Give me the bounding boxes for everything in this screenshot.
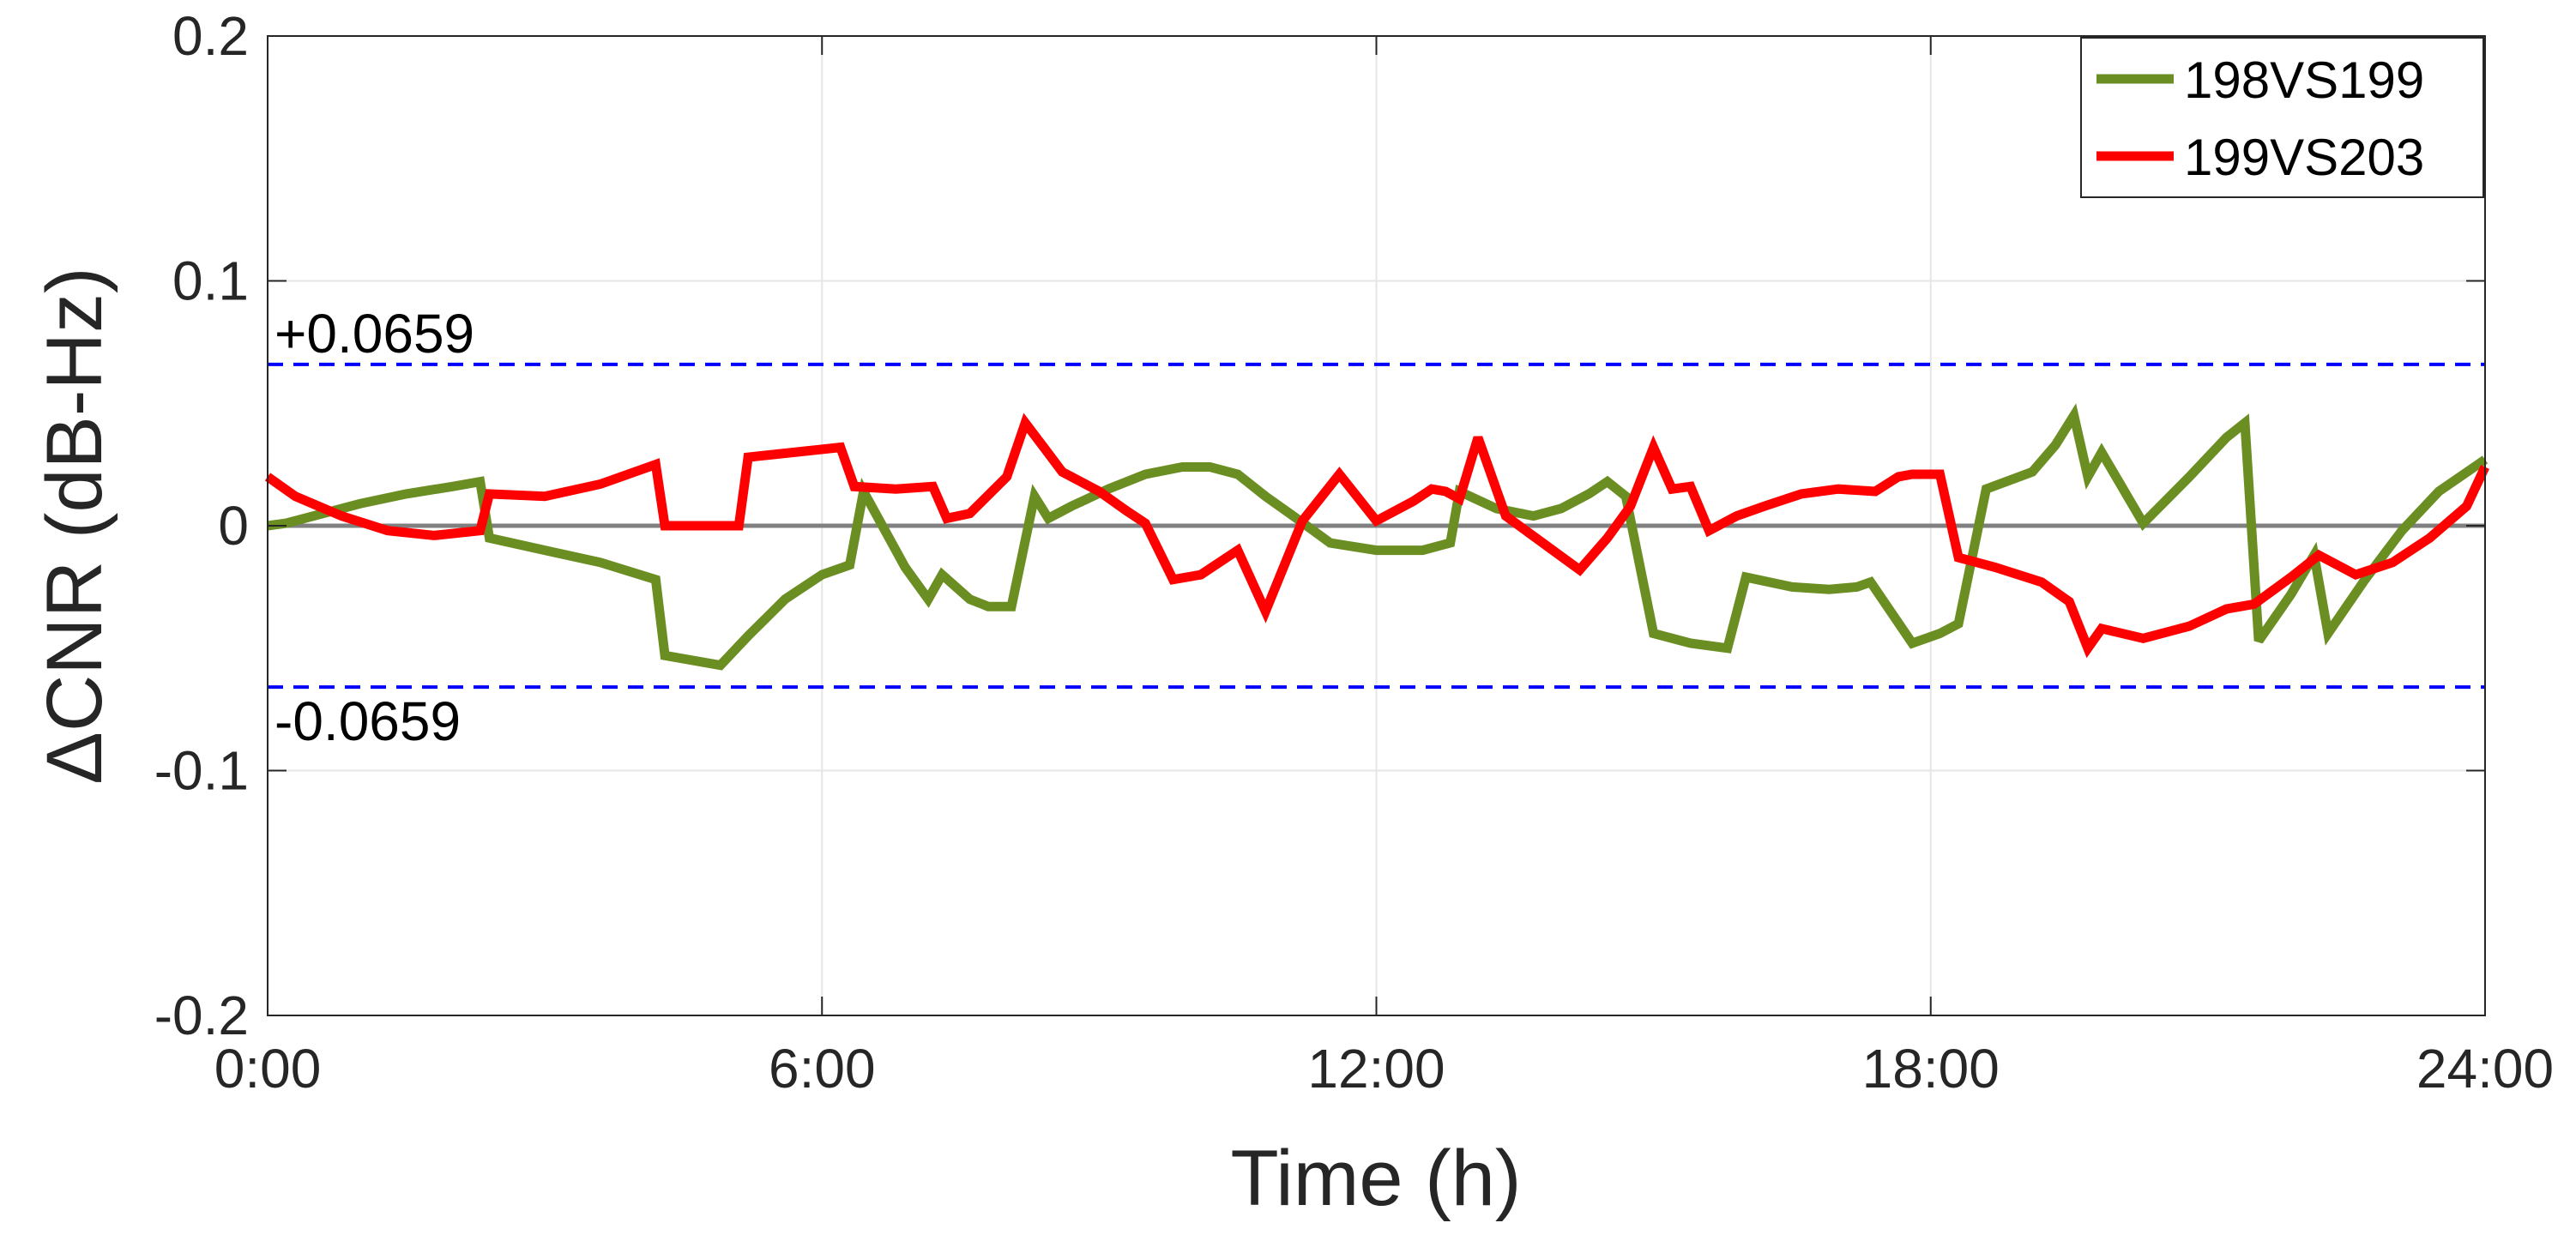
legend-entry-label: 198VS199 — [2184, 51, 2424, 109]
series-line-199VS203 — [264, 413, 2489, 659]
y-axis-label: ΔCNR (dB-Hz) — [31, 267, 118, 784]
y-tick-label: -0.2 — [154, 985, 249, 1046]
threshold-label: -0.0659 — [274, 690, 461, 752]
x-tick-label: 0:00 — [214, 1038, 322, 1099]
series-layer — [264, 403, 2489, 671]
x-tick-label: 24:00 — [2416, 1038, 2554, 1099]
legend-box — [2080, 37, 2484, 198]
x-tick-label: 18:00 — [1862, 1038, 2000, 1099]
y-tick-label: 0.1 — [172, 250, 249, 312]
y-axis-ticks: -0.2 -0.1 0 0.1 0.2 — [154, 5, 2485, 1046]
x-axis-ticks: 0:00 6:00 12:00 18:00 24:00 — [214, 36, 2554, 1099]
annotations: +0.0659 -0.0659 — [274, 303, 474, 752]
series-line-198VS199 — [267, 403, 2489, 671]
x-tick-label: 12:00 — [1307, 1038, 1445, 1099]
y-tick-label: 0.2 — [172, 5, 249, 67]
threshold-label: +0.0659 — [274, 303, 474, 364]
legend-entry-label: 199VS203 — [2184, 129, 2424, 186]
y-tick-label: -0.1 — [154, 740, 249, 802]
legend: 198VS199 199VS203 — [2080, 37, 2484, 198]
x-axis-label: Time (h) — [1230, 1135, 1521, 1222]
x-tick-label: 6:00 — [769, 1038, 876, 1099]
y-tick-label: 0 — [218, 495, 249, 557]
